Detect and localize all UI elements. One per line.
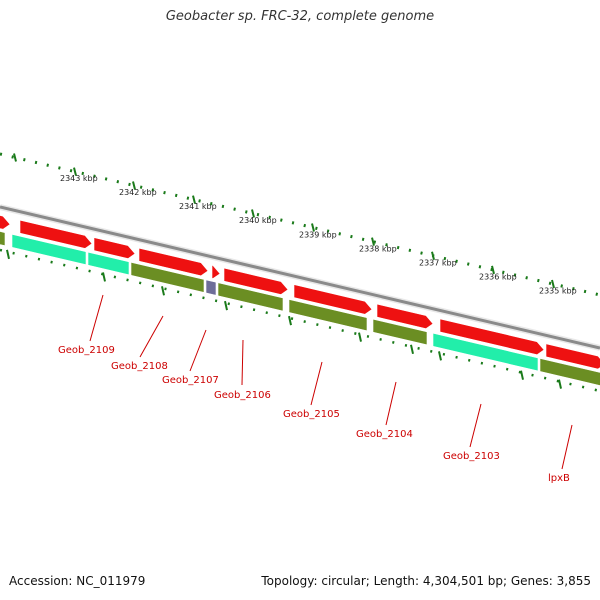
- reverse-gene: [11, 233, 87, 266]
- forward-gene: [439, 318, 545, 356]
- gene-label: Geob_2109: [58, 345, 115, 356]
- ruler-major-tick: [13, 153, 17, 162]
- gene-label-leader: [241, 339, 244, 386]
- reverse-gene: [87, 251, 130, 276]
- inner-major-tick: [102, 272, 106, 282]
- ruler-label: 2339 kbp: [299, 230, 337, 239]
- gene-label: Geob_2104: [356, 429, 413, 440]
- reverse-gene: [372, 318, 428, 346]
- ruler-major-tick: [491, 265, 495, 275]
- ruler-label: 2340 kbp: [239, 216, 277, 225]
- ruler-major-tick: [551, 279, 555, 289]
- reverse-gene: [288, 299, 368, 332]
- gene-label-leader: [89, 294, 104, 342]
- reverse-gene: [205, 279, 217, 296]
- inner-major-tick: [558, 379, 562, 389]
- forward-gene: [93, 237, 136, 259]
- gene-label-leader: [469, 403, 482, 448]
- backbone-line: [0, 205, 600, 350]
- gene-label: Geob_2106: [214, 390, 271, 401]
- forward-gene: [138, 247, 209, 277]
- ruler-label: 2342 kbp: [119, 188, 157, 197]
- ruler-label: 2343 kbp: [60, 174, 98, 183]
- reverse-gene: [217, 282, 284, 312]
- gene-label: Geob_2108: [111, 361, 168, 372]
- ruler-label: 2336 kbp: [479, 273, 517, 282]
- inner-major-tick: [161, 286, 165, 296]
- ruler-major-tick: [311, 223, 315, 232]
- ruler-major-tick: [431, 251, 435, 260]
- gene-label: Geob_2103: [443, 451, 500, 462]
- reverse-gene: [539, 358, 600, 386]
- ruler-label: 2337 kbp: [419, 258, 457, 267]
- ruler-major-tick: [132, 181, 136, 190]
- gene-label: Geob_2105: [283, 409, 340, 420]
- forward-gene: [223, 267, 289, 295]
- inner-major-tick: [410, 344, 414, 355]
- inner-major-tick: [6, 249, 10, 260]
- ruler-major-tick: [251, 209, 255, 218]
- forward-gene: [211, 264, 221, 279]
- gene-label: Geob_2107: [162, 375, 219, 386]
- gene-label-leader: [189, 329, 207, 372]
- inner-major-tick: [438, 351, 442, 361]
- gene-label-leader: [139, 315, 164, 358]
- forward-gene: [0, 215, 11, 230]
- genome-summary-text: Topology: circular; Length: 4,304,501 bp…: [261, 574, 591, 588]
- forward-gene: [293, 284, 373, 315]
- inner-major-tick: [520, 370, 524, 380]
- gene-label-leader: [561, 424, 573, 470]
- reverse-gene: [432, 332, 539, 372]
- accession-text: Accession: NC_011979: [9, 574, 146, 588]
- ruler-major-tick: [73, 167, 77, 176]
- forward-gene: [545, 343, 600, 370]
- gene-label-leader: [310, 361, 323, 406]
- forward-gene: [376, 303, 434, 329]
- inner-minor-ticks: [0, 248, 600, 393]
- ruler-label: 2338 kbp: [359, 244, 397, 253]
- ruler-label: 2335 kbp: [539, 287, 577, 296]
- ruler-label: 2341 kbp: [179, 202, 217, 211]
- gene-label: lpxB: [548, 473, 570, 484]
- ruler-major-tick: [371, 237, 375, 246]
- inner-major-tick: [358, 332, 362, 342]
- forward-gene: [19, 219, 93, 249]
- ruler-major-tick: [192, 195, 196, 204]
- reverse-gene: [130, 261, 205, 293]
- gene-label-leader: [385, 381, 397, 426]
- reverse-gene: [0, 231, 6, 247]
- map-title: Geobacter sp. FRC-32, complete genome: [165, 9, 435, 24]
- inner-major-tick: [288, 315, 292, 326]
- inner-major-tick: [224, 300, 228, 311]
